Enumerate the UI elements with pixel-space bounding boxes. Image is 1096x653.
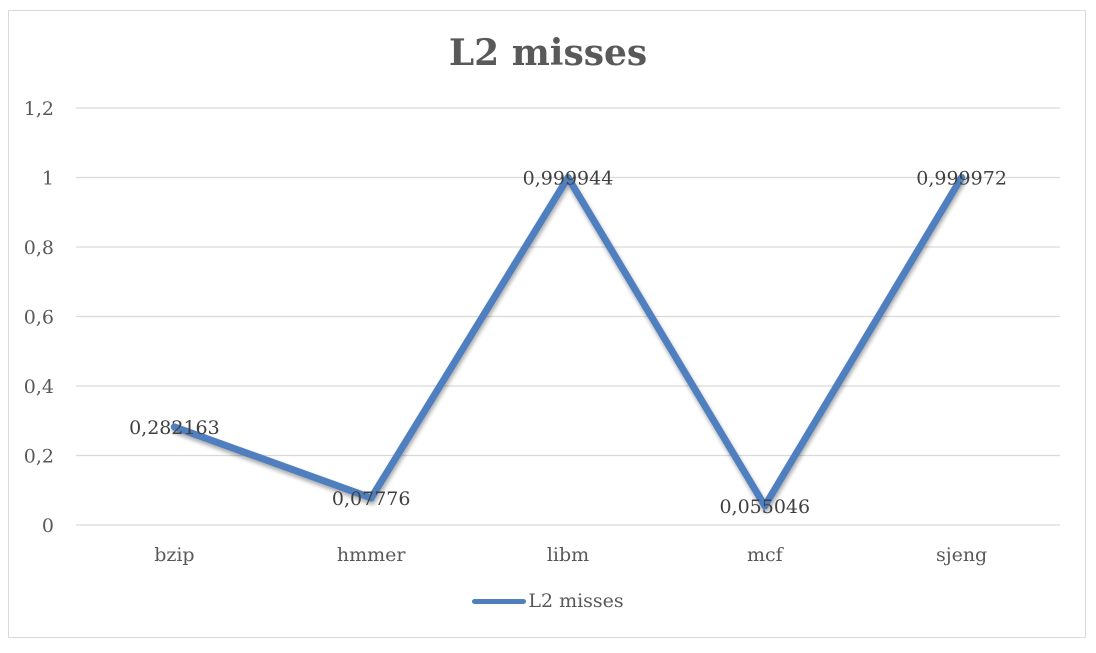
data-point	[958, 174, 966, 182]
y-tick-label: 1,2	[24, 98, 54, 120]
chart-title: L2 misses	[448, 32, 648, 74]
y-tick-label: 0,4	[24, 376, 54, 398]
data-point	[761, 502, 769, 510]
data-label: 0,055046	[719, 496, 810, 518]
y-tick-label: 0,2	[24, 446, 54, 468]
x-tick-label: hmmer	[337, 544, 407, 566]
x-tick-label: bzip	[154, 544, 194, 566]
legend: L2 misses	[0, 590, 1096, 612]
data-label: 0,07776	[332, 488, 411, 510]
legend-swatch-l2-misses	[472, 598, 527, 604]
data-label: 0,999944	[523, 168, 614, 190]
chart-frame	[8, 10, 1086, 638]
data-point	[367, 494, 375, 502]
legend-label-l2-misses: L2 misses	[528, 590, 624, 612]
y-tick-label: 1	[42, 168, 54, 190]
x-tick-label: sjeng	[936, 544, 987, 566]
y-tick-label: 0,6	[24, 307, 54, 329]
y-tick-label: 0,8	[24, 237, 54, 259]
data-point	[170, 423, 178, 431]
data-label: 0,282163	[129, 417, 220, 439]
series-line-l2-misses	[170, 174, 966, 510]
data-point	[564, 174, 572, 182]
data-label: 0,999972	[916, 168, 1007, 190]
y-tick-label: 0	[42, 515, 54, 537]
x-tick-label: libm	[547, 544, 589, 566]
x-tick-label: mcf	[747, 544, 785, 566]
